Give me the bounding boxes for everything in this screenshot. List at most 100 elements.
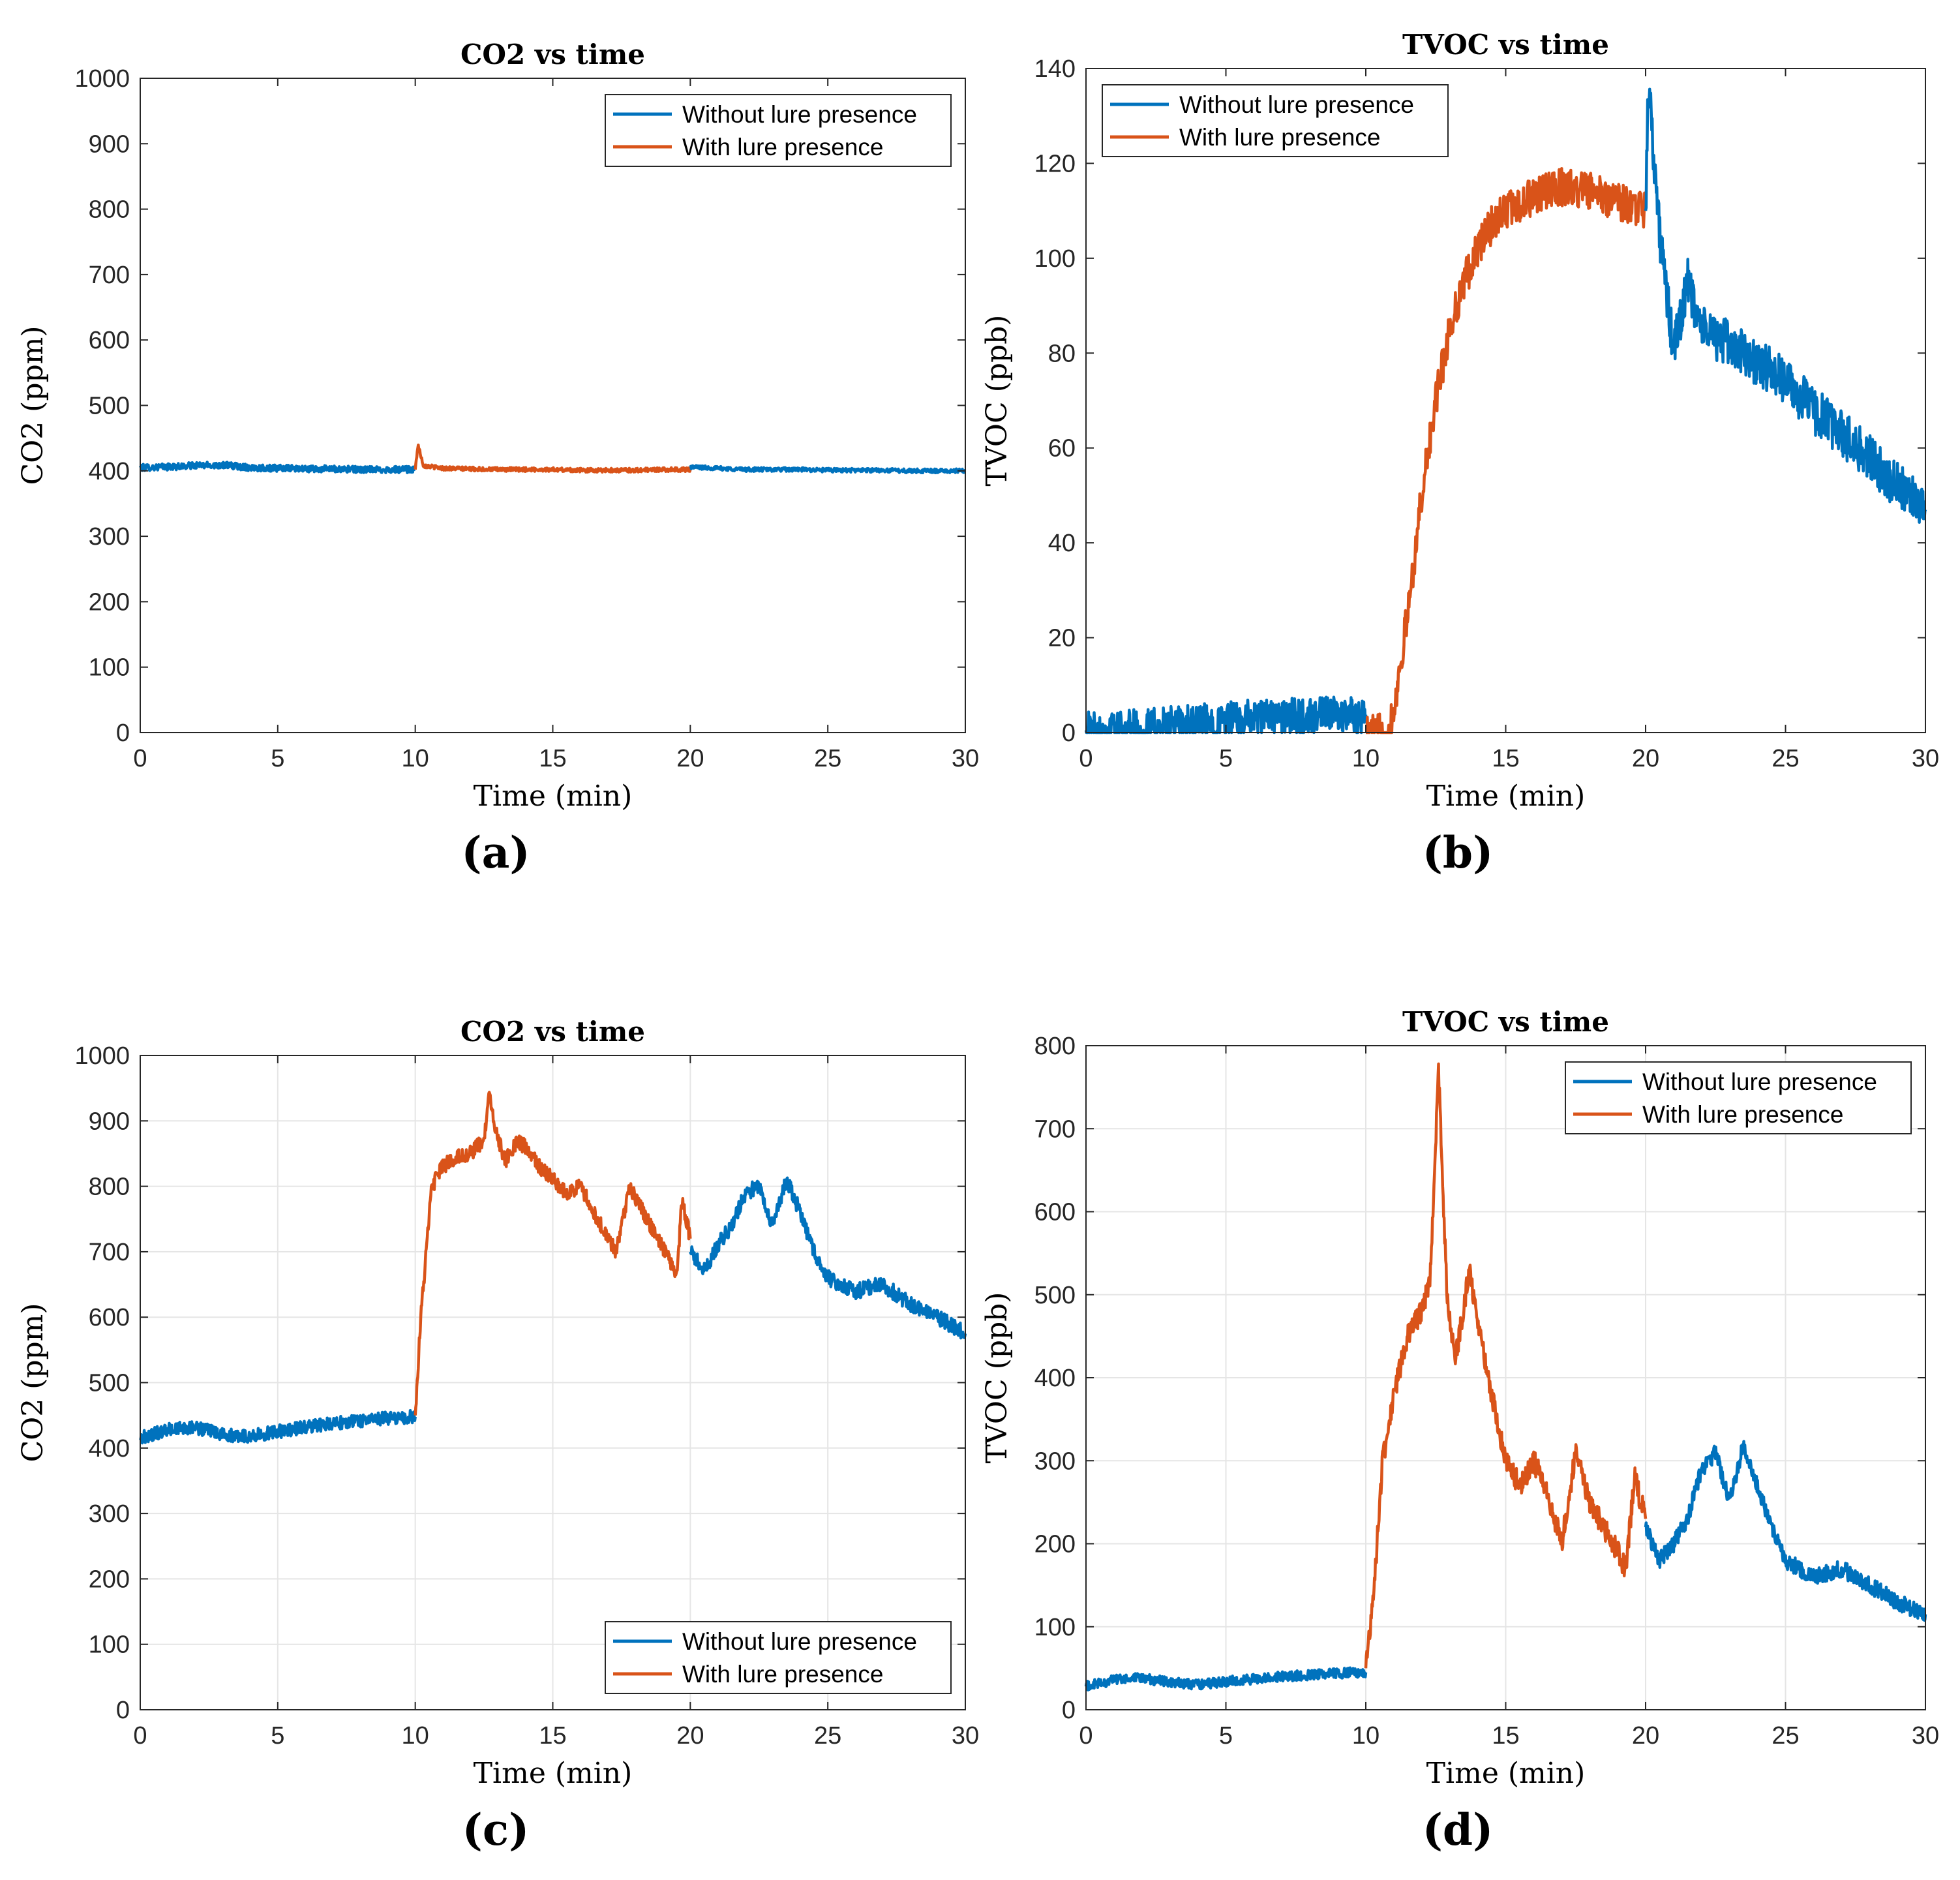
series-line-without-lure — [139, 461, 417, 474]
x-tick-label: 15 — [1492, 1722, 1519, 1750]
y-tick-label: 20 — [1048, 625, 1076, 652]
y-tick-label: 600 — [89, 327, 130, 354]
legend-label-with-lure: With lure presence — [682, 1661, 883, 1688]
y-tick-label: 700 — [1034, 1115, 1076, 1143]
y-tick-label: 0 — [116, 1697, 130, 1724]
y-tick-label: 200 — [89, 588, 130, 616]
y-tick-label: 100 — [89, 1631, 130, 1659]
x-tick-label: 30 — [1912, 745, 1939, 772]
chart-title: TVOC vs time — [1402, 29, 1609, 61]
panel-d: 0 5 10 15 20 25 300100200300400500600700800TVO… — [980, 1006, 1939, 1855]
y-tick-label: 200 — [89, 1566, 130, 1593]
y-tick-label: 600 — [1034, 1199, 1076, 1226]
x-tick-label: 5 — [271, 1722, 284, 1750]
chart-title: TVOC vs time — [1402, 1006, 1609, 1038]
panel-b: 0 5 10 15 20 25 30 0 20 40 60 80 100 120 140 TVOC vs ti… — [980, 29, 1939, 878]
panel-c: 0 5 10 15 20 25 300100200300400500600700800900… — [16, 1016, 979, 1855]
x-tick-label: 30 — [1912, 1722, 1939, 1750]
series-line-without-lure — [139, 1408, 417, 1445]
x-tick-label: 30 — [952, 745, 979, 772]
x-tick-label: 0 — [133, 1722, 147, 1750]
x-tick-label: 0 — [1079, 1722, 1093, 1750]
y-tick-label: 300 — [89, 523, 130, 551]
y-tick-label: 0 — [1062, 1697, 1076, 1724]
x-tick-label: 15 — [539, 1722, 566, 1750]
x-tick-label: 0 — [1079, 745, 1093, 772]
panel-caption: (b) — [1423, 827, 1494, 878]
y-tick-label: 300 — [1034, 1448, 1076, 1475]
y-tick-label: 400 — [89, 458, 130, 485]
y-axis-label: CO2 (ppm) — [16, 326, 50, 485]
x-tick-label: 20 — [676, 1722, 704, 1750]
y-tick-label: 40 — [1048, 530, 1076, 557]
series-line-without-lure — [689, 1176, 967, 1340]
y-tick-label: 900 — [89, 130, 130, 158]
x-axis-label: Time (min) — [1426, 1757, 1586, 1790]
series-line-with-lure — [1364, 1062, 1648, 1669]
series-line-without-lure — [1644, 1440, 1927, 1622]
x-tick-label: 20 — [1632, 1722, 1659, 1750]
y-tick-label: 500 — [89, 1370, 130, 1397]
legend-label-without-lure: Without lure presence — [1642, 1069, 1877, 1095]
y-tick-label: 400 — [1034, 1365, 1076, 1392]
y-tick-label: 140 — [1034, 55, 1076, 83]
panel-caption: (d) — [1423, 1804, 1494, 1855]
y-tick-label: 80 — [1048, 340, 1076, 367]
legend-box — [1102, 84, 1449, 157]
y-tick-label: 100 — [89, 654, 130, 682]
series-line-with-lure — [414, 443, 692, 474]
x-tick-label: 30 — [952, 1722, 979, 1750]
panel-a: 0 5 10 15 20 25 300100200300400500600700800900… — [16, 38, 979, 878]
x-tick-label: 25 — [814, 1722, 841, 1750]
chart-title: CO2 vs time — [460, 38, 645, 70]
y-tick-label: 800 — [89, 196, 130, 224]
y-tick-label: 1000 — [74, 65, 130, 93]
x-tick-label: 20 — [1632, 745, 1659, 772]
plot-area — [1086, 68, 1925, 733]
y-tick-label: 120 — [1034, 150, 1076, 177]
x-tick-label: 0 — [133, 745, 147, 772]
legend-label-without-lure: Without lure presence — [682, 101, 917, 128]
y-axis-label: TVOC (ppb) — [980, 315, 1014, 487]
y-tick-label: 200 — [1034, 1531, 1076, 1558]
series-line-with-lure — [1364, 167, 1648, 735]
y-tick-label: 500 — [89, 393, 130, 420]
x-tick-label: 5 — [1219, 745, 1233, 772]
x-tick-label: 20 — [676, 745, 704, 772]
x-tick-label: 10 — [1352, 745, 1380, 772]
legend: Without lure presence With lure presence — [1565, 1061, 1912, 1134]
legend-box — [1565, 1061, 1912, 1134]
y-tick-label: 0 — [1062, 720, 1076, 747]
y-tick-label: 900 — [89, 1108, 130, 1135]
y-tick-label: 0 — [116, 720, 130, 747]
y-tick-label: 100 — [1034, 1614, 1076, 1641]
y-tick-label: 700 — [89, 262, 130, 289]
x-tick-label: 10 — [1352, 1722, 1380, 1750]
series-line-with-lure — [414, 1091, 692, 1416]
series-line-without-lure — [689, 464, 967, 475]
legend-label-with-lure: With lure presence — [1179, 124, 1380, 151]
y-tick-label: 500 — [1034, 1282, 1076, 1309]
panel-caption: (a) — [461, 827, 530, 878]
chart-title: CO2 vs time — [460, 1016, 645, 1048]
x-axis-label: Time (min) — [474, 1757, 633, 1790]
x-axis-label: Time (min) — [1426, 780, 1586, 813]
x-tick-label: 25 — [1772, 745, 1799, 772]
y-tick-label: 400 — [89, 1435, 130, 1463]
legend-label-with-lure: With lure presence — [1642, 1101, 1843, 1128]
x-tick-label: 15 — [1492, 745, 1519, 772]
y-tick-label: 300 — [89, 1500, 130, 1528]
y-tick-label: 800 — [89, 1174, 130, 1201]
x-tick-label: 10 — [402, 745, 429, 772]
y-tick-label: 800 — [1034, 1033, 1076, 1060]
y-tick-label: 100 — [1034, 245, 1076, 273]
legend-box — [605, 94, 952, 167]
series-line-without-lure — [1084, 1666, 1368, 1691]
legend-label-without-lure: Without lure presence — [1179, 91, 1414, 118]
panel-caption: (c) — [462, 1804, 530, 1855]
x-tick-label: 10 — [402, 1722, 429, 1750]
legend: Without lure presence With lure presence — [605, 1621, 952, 1694]
x-tick-label: 25 — [814, 745, 841, 772]
y-tick-label: 700 — [89, 1239, 130, 1266]
